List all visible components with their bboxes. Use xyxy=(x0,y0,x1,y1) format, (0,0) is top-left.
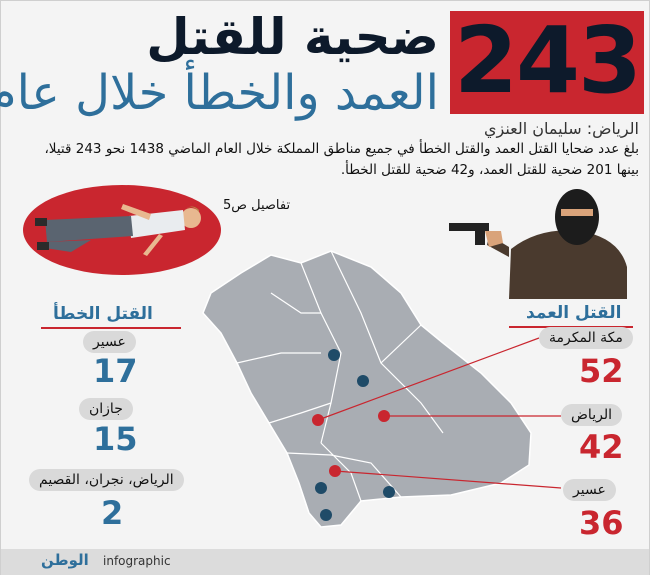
connector-line-asir xyxy=(334,470,562,489)
unintentional-value-3: 2 xyxy=(101,494,124,532)
intentional-region-2: الرياض xyxy=(561,404,622,426)
headline-number-box xyxy=(450,11,644,114)
intentional-region-3: عسير xyxy=(563,479,616,501)
unintentional-section-underline xyxy=(41,327,181,329)
unintentional-region-3: الرياض، نجران، القصيم xyxy=(29,469,184,491)
unintentional-region-2: جازان xyxy=(79,398,133,420)
footer-infographic-label: infographic xyxy=(103,554,171,568)
unintentional-section-title: القتل الخطأ xyxy=(53,304,153,324)
marker-region-blue xyxy=(315,482,327,494)
headline-title-line2: العمد والخطأ خلال عام xyxy=(0,65,439,121)
intentional-region-1: مكة المكرمة xyxy=(539,327,633,349)
marker-region-blue xyxy=(320,509,332,521)
unintentional-value-1: 17 xyxy=(93,352,138,390)
summary-text: بلغ عدد ضحايا القتل العمد والقتل الخطأ ف… xyxy=(44,141,639,178)
connector-line-makkah xyxy=(317,337,540,421)
byline: الرياض: سليمان العنزي xyxy=(483,119,639,138)
intentional-value-2: 42 xyxy=(579,428,624,466)
marker-region-blue xyxy=(357,375,369,387)
marker-region-blue xyxy=(328,349,340,361)
headline-title-line1: ضحية للقتل xyxy=(146,8,439,66)
marker-region-blue xyxy=(383,486,395,498)
unintentional-region-1: عسير xyxy=(83,331,136,353)
intentional-value-1: 52 xyxy=(579,352,624,390)
marker-riyadh xyxy=(378,410,390,422)
unintentional-value-2: 15 xyxy=(93,420,138,458)
marker-makkah xyxy=(312,414,324,426)
intentional-value-3: 36 xyxy=(579,504,624,542)
gunman-illustration-icon xyxy=(449,187,629,299)
victim-figure-icon xyxy=(35,204,201,256)
headline-number: 243 xyxy=(453,7,642,114)
newspaper-logo: الوطن xyxy=(41,551,89,569)
footer-bar xyxy=(1,549,649,575)
marker-asir xyxy=(329,465,341,477)
details-reference: تفاصيل ص5 xyxy=(223,198,291,213)
intentional-section-title: القتل العمد xyxy=(526,303,622,323)
